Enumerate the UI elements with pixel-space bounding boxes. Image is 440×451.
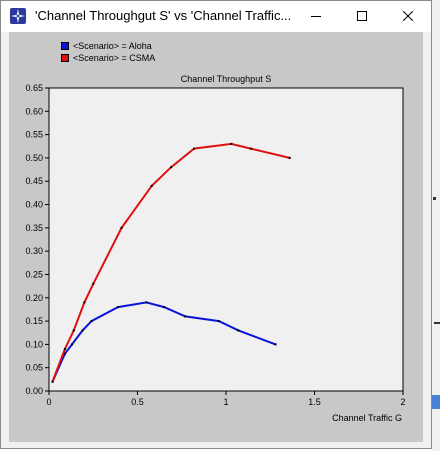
minimize-button[interactable] [293,1,339,32]
y-tick-label: 0.65 [25,83,43,93]
plot-area [48,87,404,392]
y-tick-label: 0.05 [25,363,43,373]
data-point-scenario-aloha [81,329,84,332]
data-point-scenario-csma [92,282,95,285]
data-point-scenario-aloha [184,315,187,318]
legend-swatch [61,53,69,62]
data-point-scenario-csma [170,166,173,169]
data-point-scenario-csma [83,301,86,304]
data-point-scenario-csma [230,142,233,145]
data-point-scenario-csma [288,156,291,159]
chart-title: Channel Throughput S [181,74,271,84]
y-tick-label: 0.45 [25,176,43,186]
chart-plot: Channel Throughput S Channel Traffic G 0… [25,74,406,423]
close-button[interactable] [385,1,431,32]
background-desktop-edge [431,0,440,451]
legend-swatch [61,41,69,50]
data-point-scenario-aloha [163,306,166,309]
data-point-scenario-csma [150,184,153,187]
x-axis-label: Channel Traffic G [332,413,402,423]
background-marker [433,197,436,200]
y-axis: 0.00 0.05 0.10 0.15 0.20 0.25 0.30 0.35 0.40 0.45… [25,83,49,396]
x-tick-label: 0.5 [131,397,144,407]
data-point-scenario-aloha [237,329,240,332]
data-point-scenario-csma [120,226,123,229]
y-tick-label: 0.35 [25,223,43,233]
data-point-scenario-aloha [274,343,277,346]
y-tick-label: 0.40 [25,200,43,210]
title-bar[interactable]: 'Channel Throughgut S' vs 'Channel Traff… [1,1,431,32]
x-axis: 0 0.5 1 1.5 2 [46,391,406,407]
background-marker [434,322,440,324]
y-tick-label: 0.25 [25,269,43,279]
graph-window: 'Channel Throughgut S' vs 'Channel Traff… [0,0,432,449]
series-layer [51,142,291,383]
opnet-star-icon[interactable] [10,8,26,24]
data-point-scenario-csma [249,147,252,150]
window-title: 'Channel Throughgut S' vs 'Channel Traff… [35,8,292,23]
x-tick-label: 1.5 [308,397,321,407]
legend-item-aloha: <Scenario> = Aloha [61,40,155,52]
data-point-scenario-aloha [90,320,93,323]
y-tick-label: 0.15 [25,316,43,326]
maximize-icon [357,11,367,21]
x-tick-label: 0 [46,397,51,407]
y-tick-label: 0.60 [25,106,43,116]
y-tick-label: 0.00 [25,386,43,396]
y-tick-label: 0.30 [25,246,43,256]
data-point-scenario-csma [63,348,66,351]
legend-label: <Scenario> = CSMA [73,53,156,63]
data-point-scenario-aloha [117,306,120,309]
data-point-scenario-aloha [145,301,148,304]
data-point-scenario-aloha [71,343,74,346]
legend-label: <Scenario> = Aloha [73,41,152,51]
y-tick-label: 0.10 [25,339,43,349]
close-icon [403,11,413,21]
data-point-scenario-aloha [63,352,66,355]
data-point-scenario-csma [72,329,75,332]
y-tick-label: 0.20 [25,293,43,303]
y-tick-label: 0.50 [25,153,43,163]
data-point-scenario-csma [51,380,54,383]
legend: <Scenario> = Aloha <Scenario> = CSMA [61,40,155,64]
y-tick-label: 0.55 [25,130,43,140]
maximize-button[interactable] [339,1,385,32]
minimize-icon [311,16,321,17]
legend-item-csma: <Scenario> = CSMA [61,52,155,64]
background-highlight [431,395,440,409]
series-line-scenario-csma [51,142,290,383]
x-tick-label: 2 [400,397,405,407]
x-tick-label: 1 [223,397,228,407]
series-line-scenario-aloha [51,301,276,383]
data-point-scenario-aloha [217,320,220,323]
data-point-scenario-csma [193,147,196,150]
